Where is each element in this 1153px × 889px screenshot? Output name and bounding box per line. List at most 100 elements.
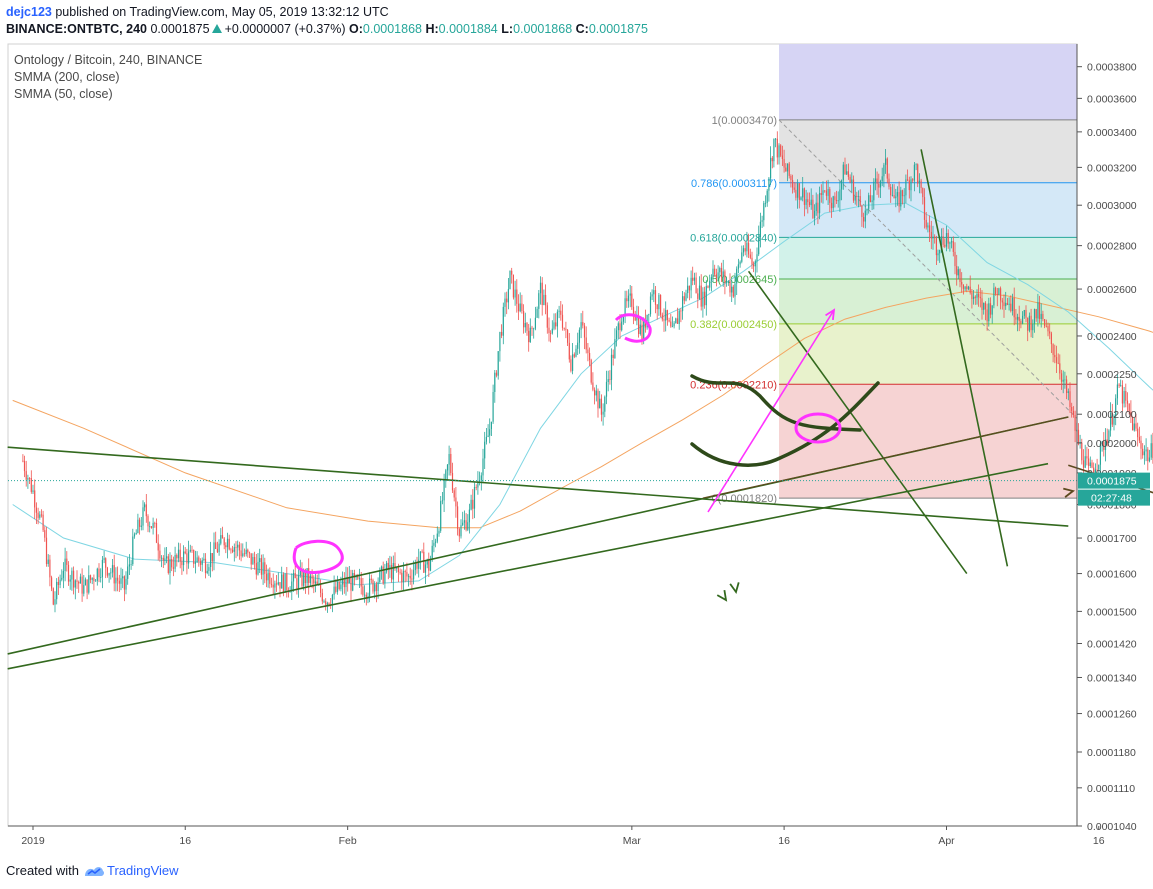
candle-body [167, 556, 169, 573]
candle-body [649, 296, 652, 315]
candle-body [429, 559, 432, 571]
candle-body [521, 303, 523, 312]
author-link[interactable]: dejc123 [6, 5, 52, 19]
candle-body [1003, 302, 1005, 307]
candle-body [915, 164, 917, 166]
candle-body [1008, 303, 1010, 305]
candle-body [59, 579, 61, 585]
time-tick-label: 16 [778, 835, 790, 847]
candle-body [1060, 373, 1063, 382]
tradingview-link[interactable]: TradingView [83, 863, 179, 878]
candle-body [76, 580, 78, 582]
candle-body [876, 178, 878, 184]
candle-body [125, 578, 127, 590]
candle-body [759, 221, 761, 238]
candle-body [846, 171, 848, 175]
candle-body [849, 176, 851, 183]
candle-body [918, 180, 920, 184]
candle-body [693, 277, 695, 281]
candle-body [969, 286, 971, 293]
candle-body [453, 490, 455, 498]
candle-body [27, 478, 29, 480]
candle-body [374, 584, 376, 592]
candle-body [578, 329, 580, 343]
candle-body [313, 578, 315, 584]
candle-body [638, 316, 640, 334]
candle-body [181, 561, 183, 566]
candle-body [670, 321, 672, 327]
candle-body [984, 302, 986, 310]
candle-body [120, 578, 122, 584]
candle-body [727, 281, 729, 282]
candle-body [218, 543, 220, 553]
candle-body [270, 583, 273, 585]
candle-body [959, 269, 961, 282]
candle-body [548, 327, 550, 333]
downtrend-line-left [747, 270, 968, 575]
candle-body [594, 389, 596, 396]
candle-body [1091, 462, 1093, 468]
candle-body [267, 572, 269, 581]
candle-body [1066, 379, 1068, 393]
candle-body [103, 558, 105, 560]
legend-smma-50[interactable]: SMMA (50, close) [14, 87, 113, 101]
legend-title[interactable]: Ontology / Bitcoin, 240, BINANCE [14, 53, 203, 67]
candle-body [570, 359, 572, 371]
candle-body [991, 305, 993, 315]
candle-body [568, 342, 570, 360]
close-value: 0.0001875 [588, 22, 648, 36]
time-tick-label: 2019 [21, 835, 45, 847]
candle-body [282, 574, 284, 593]
candle-body [822, 190, 824, 195]
candle-body [993, 287, 995, 306]
candle-body [663, 319, 665, 321]
candle-body [719, 268, 721, 273]
candle-body [309, 575, 311, 583]
candle-body [418, 559, 420, 569]
candle-body [834, 196, 836, 200]
candle-body [1135, 423, 1137, 429]
candle-body [226, 538, 229, 548]
candle-body [1022, 315, 1024, 324]
candles-group [22, 131, 1153, 613]
candle-body [247, 549, 249, 553]
candle-body [194, 562, 196, 564]
candle-body [605, 381, 608, 397]
candle-body [501, 332, 503, 336]
candle-body [1010, 303, 1012, 312]
candle-body [57, 581, 59, 585]
candle-body [382, 566, 384, 584]
candle-body [962, 284, 964, 289]
candle-body [1017, 316, 1019, 320]
candle-body [893, 195, 895, 199]
candle-body [292, 573, 295, 582]
highlight-circle-may [794, 412, 842, 444]
candle-body [599, 398, 601, 409]
candle-body [1140, 440, 1142, 449]
candle-body [62, 571, 64, 578]
candle-body [1121, 385, 1123, 404]
candle-body [736, 268, 738, 284]
candle-body [396, 567, 398, 569]
candle-body [485, 436, 487, 442]
candle-body [690, 277, 692, 291]
candle-body [294, 573, 296, 579]
horizontal-resistance-line [7, 446, 1069, 527]
last-price-tag [1078, 472, 1150, 489]
candle-body [161, 557, 163, 559]
legend-smma-200[interactable]: SMMA (200, close) [14, 70, 120, 84]
price-tick-label: 0.0003800 [1087, 62, 1137, 74]
candle-body [301, 570, 303, 586]
candle-body [150, 526, 152, 528]
candle-body [411, 578, 413, 580]
candle-body [1093, 467, 1095, 473]
price-change: +0.0000007 (+0.37%) [224, 22, 346, 36]
candle-body [805, 199, 807, 205]
candle-body [1088, 458, 1090, 466]
arrow-head-down-left [716, 589, 728, 602]
candle-body [971, 292, 973, 299]
price-tick-label: 0.0002250 [1087, 369, 1137, 381]
candle-body [1148, 457, 1151, 462]
candle-body [443, 479, 445, 501]
